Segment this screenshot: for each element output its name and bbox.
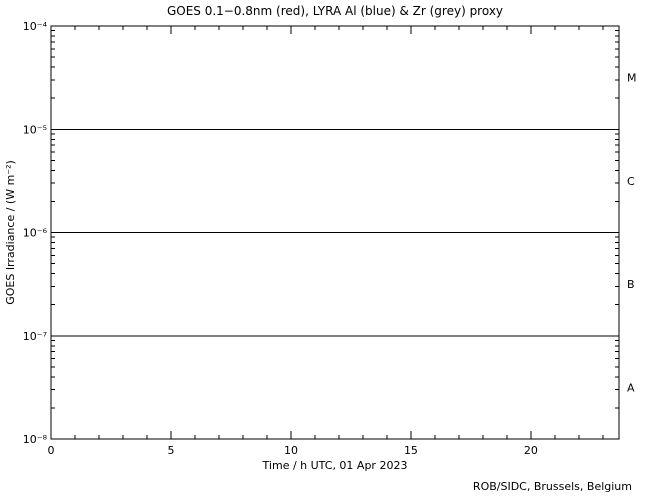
x-tick-label: 20 [524,444,538,457]
y-tick-label: 10⁻⁶ [23,227,48,240]
x-tick-label: 15 [404,444,418,457]
x-tick-label: 5 [167,444,174,457]
x-axis-label: Time / h UTC, 01 Apr 2023 [262,459,408,472]
flare-class-label: A [627,381,635,394]
y-axis-label: GOES Irradiance / (W m⁻²) [4,160,17,305]
credit-text: ROB/SIDC, Brussels, Belgium [473,480,632,493]
flare-class-label: M [627,72,637,85]
x-tick-label: 10 [284,444,298,457]
plot-frame [50,25,620,440]
y-tick-label: 10⁻⁸ [23,433,48,446]
flare-class-label: B [627,278,635,291]
hlines [51,128,619,337]
chart-title: GOES 0.1−0.8nm (red), LYRA Al (blue) & Z… [167,4,503,18]
y-tick-label: 10⁻⁵ [23,123,47,136]
y-tick-label: 10⁻⁴ [23,20,48,33]
y-tick-label: 10⁻⁷ [23,330,47,343]
flare-class-label: C [627,175,635,188]
x-tick-label: 0 [48,444,55,457]
